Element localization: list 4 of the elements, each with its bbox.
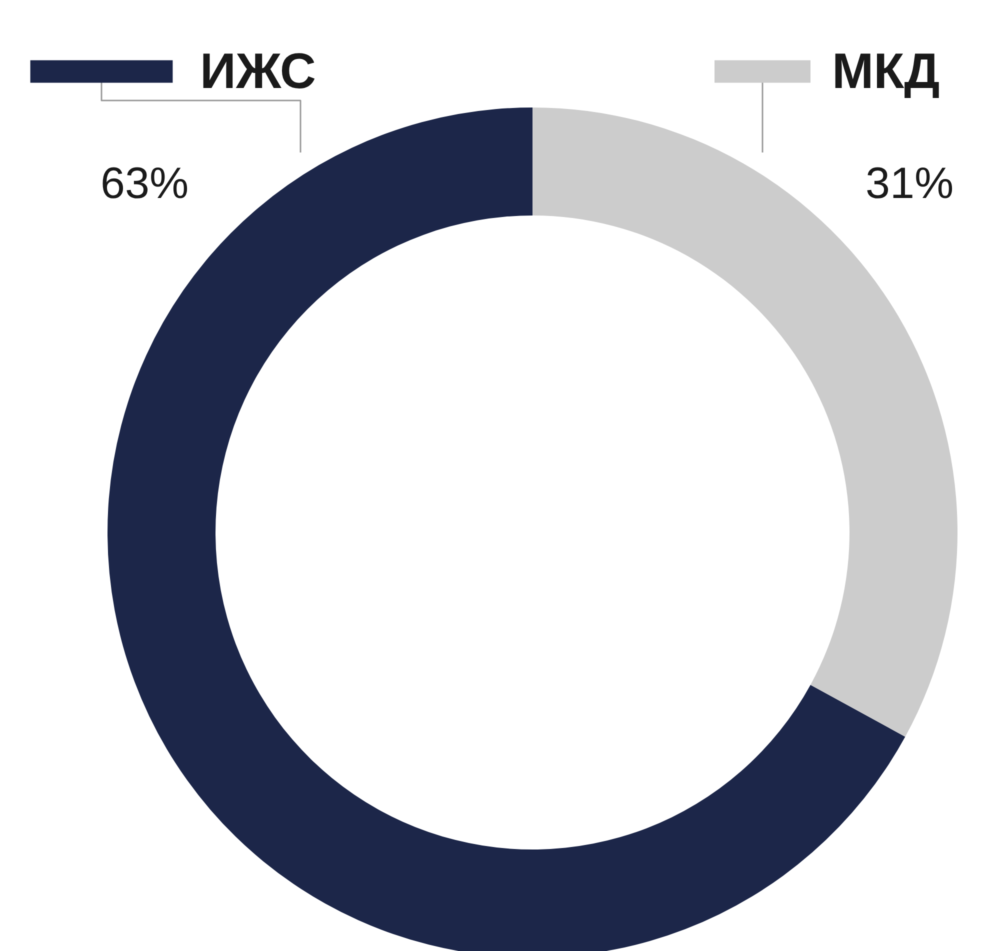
legend-label: ИЖС <box>200 42 316 100</box>
data-label: 63% <box>100 159 189 208</box>
legend-label: МКД <box>832 42 940 100</box>
data-label: 31% <box>866 159 954 208</box>
